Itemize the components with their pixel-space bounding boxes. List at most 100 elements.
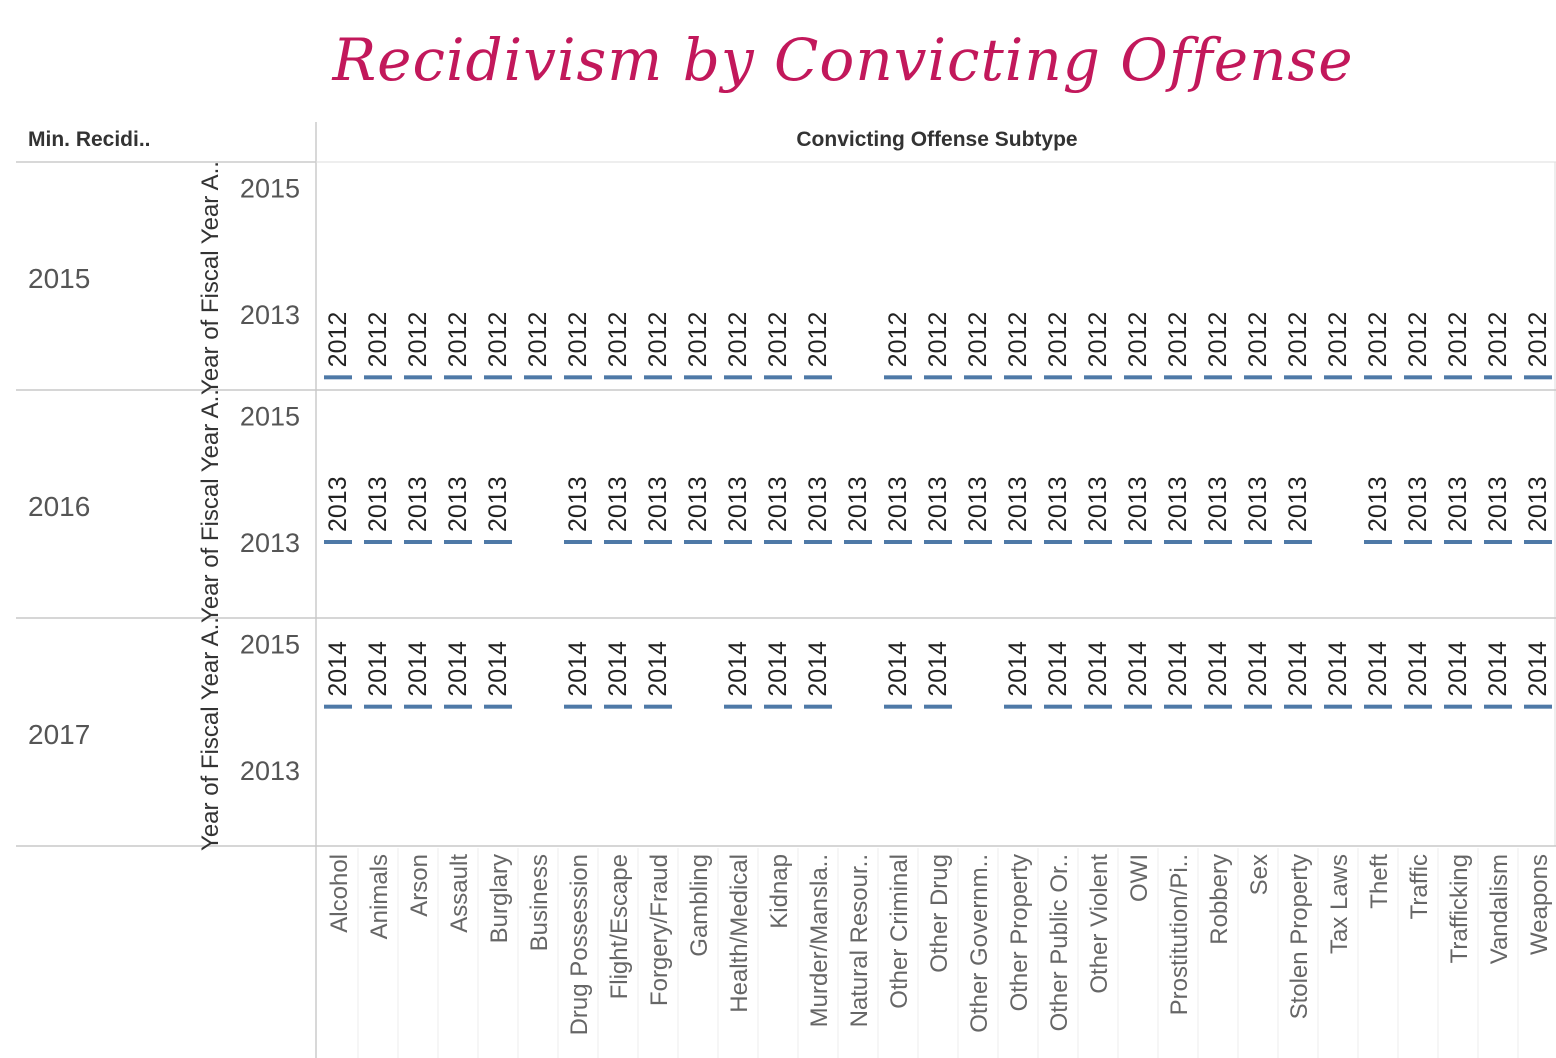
data-label: 2014	[1244, 641, 1272, 697]
data-label: 2013	[1244, 476, 1272, 532]
data-label: 2014	[724, 641, 752, 697]
category-label: Flight/Escape	[606, 854, 633, 999]
data-label: 2012	[1004, 312, 1032, 368]
category-label: Trafficking	[1446, 854, 1473, 963]
data-label: 2012	[804, 312, 832, 368]
data-label: 2013	[1204, 476, 1232, 532]
data-mark	[764, 704, 792, 709]
data-label: 2013	[804, 476, 832, 532]
data-mark	[1244, 704, 1272, 709]
data-label: 2013	[444, 476, 472, 532]
data-label: 2013	[964, 476, 992, 532]
data-mark	[1284, 540, 1312, 544]
data-label: 2012	[524, 312, 552, 368]
category-label: Robbery	[1206, 854, 1233, 945]
data-label: 2013	[1284, 476, 1312, 532]
data-mark	[964, 540, 992, 544]
category-label: Kidnap	[766, 854, 793, 929]
category-label: Forgery/Fraud	[646, 854, 673, 1006]
data-mark	[1044, 704, 1072, 709]
row-year-label: 2015	[28, 263, 90, 294]
data-mark	[1204, 704, 1232, 709]
data-label: 2012	[1204, 312, 1232, 368]
data-mark	[1364, 704, 1392, 709]
data-mark	[1164, 375, 1192, 380]
data-label: 2013	[924, 476, 952, 532]
data-label: 2012	[1524, 312, 1552, 368]
data-mark	[924, 375, 952, 380]
data-mark	[364, 375, 392, 380]
data-label: 2013	[564, 476, 592, 532]
category-label: Other Public Or..	[1046, 854, 1073, 1031]
data-mark	[1124, 540, 1152, 544]
data-mark	[1084, 540, 1112, 544]
data-label: 2012	[484, 312, 512, 368]
data-label: 2012	[1484, 312, 1512, 368]
data-label: 2014	[404, 641, 432, 697]
data-label: 2013	[404, 476, 432, 532]
data-label: 2014	[1444, 641, 1472, 697]
data-label: 2013	[484, 476, 512, 532]
data-label: 2013	[764, 476, 792, 532]
y-tick-label: 2013	[240, 756, 300, 786]
data-label: 2012	[964, 312, 992, 368]
data-label: 2012	[1284, 312, 1312, 368]
data-label: 2012	[404, 312, 432, 368]
data-label: 2013	[1524, 476, 1552, 532]
data-label: 2014	[444, 641, 472, 697]
category-label: Theft	[1366, 854, 1393, 909]
data-label: 2013	[724, 476, 752, 532]
data-mark	[1204, 375, 1232, 380]
data-label: 2012	[1364, 312, 1392, 368]
data-mark	[884, 540, 912, 544]
category-label: Business	[526, 854, 553, 951]
category-label: Natural Resour..	[846, 854, 873, 1027]
data-label: 2013	[364, 476, 392, 532]
y-axis-title: Year of Fiscal Year A..	[197, 389, 224, 623]
data-label: 2013	[884, 476, 912, 532]
data-label: 2012	[1044, 312, 1072, 368]
data-mark	[524, 375, 552, 380]
data-mark	[1364, 540, 1392, 544]
data-label: 2012	[444, 312, 472, 368]
data-label: 2013	[1004, 476, 1032, 532]
data-mark	[1044, 540, 1072, 544]
data-mark	[324, 375, 352, 380]
data-label: 2014	[1124, 641, 1152, 697]
category-label: Weapons	[1526, 854, 1553, 955]
category-label: Other Property	[1006, 854, 1033, 1011]
data-mark	[1364, 375, 1392, 380]
data-label: 2013	[644, 476, 672, 532]
row-header: Min. Recidi..	[28, 128, 151, 151]
data-label: 2012	[1164, 312, 1192, 368]
data-label: 2012	[684, 312, 712, 368]
data-mark	[324, 704, 352, 709]
data-mark	[764, 375, 792, 380]
data-mark	[724, 375, 752, 380]
data-mark	[564, 704, 592, 709]
data-label: 2012	[924, 312, 952, 368]
data-mark	[1124, 704, 1152, 709]
data-label: 2014	[1324, 641, 1352, 697]
data-label: 2014	[364, 641, 392, 697]
category-label: Other Drug	[926, 854, 953, 973]
data-label: 2012	[1124, 312, 1152, 368]
data-label: 2014	[1204, 641, 1232, 697]
data-label: 2013	[1364, 476, 1392, 532]
data-label: 2014	[1484, 641, 1512, 697]
y-tick-label: 2013	[240, 528, 300, 558]
data-mark	[644, 375, 672, 380]
data-label: 2012	[324, 312, 352, 368]
category-label: Other Violent	[1086, 854, 1113, 994]
data-label: 2014	[1284, 641, 1312, 697]
data-mark	[1484, 704, 1512, 709]
data-mark	[804, 540, 832, 544]
data-label: 2013	[1124, 476, 1152, 532]
data-label: 2013	[324, 476, 352, 532]
category-label: Stolen Property	[1286, 854, 1313, 1019]
data-mark	[1444, 704, 1472, 709]
data-mark	[1404, 704, 1432, 709]
category-label: Vandalism	[1486, 854, 1513, 964]
data-label: 2014	[644, 641, 672, 697]
